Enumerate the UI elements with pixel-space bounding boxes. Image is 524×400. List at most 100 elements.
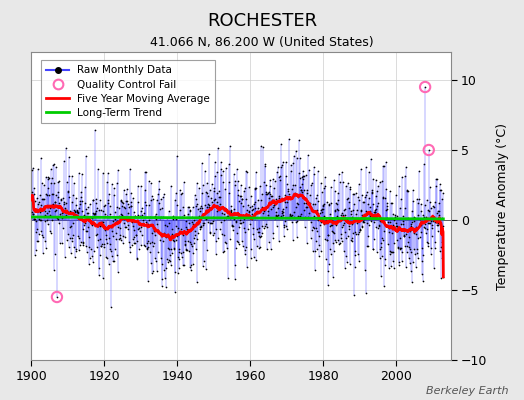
Point bbox=[66, 208, 74, 214]
Point bbox=[130, 233, 139, 240]
Point bbox=[278, 159, 287, 165]
Point bbox=[106, 203, 114, 209]
Point bbox=[139, 220, 147, 226]
Point bbox=[90, 248, 98, 254]
Point bbox=[72, 202, 81, 208]
Point bbox=[397, 245, 405, 251]
Point bbox=[397, 196, 405, 203]
Point bbox=[271, 215, 279, 221]
Point bbox=[239, 243, 247, 249]
Point bbox=[87, 246, 95, 252]
Point bbox=[223, 214, 232, 220]
Point bbox=[278, 210, 286, 216]
Point bbox=[270, 202, 278, 208]
Point bbox=[390, 265, 399, 272]
Point bbox=[335, 240, 344, 247]
Point bbox=[345, 205, 354, 211]
Point bbox=[157, 214, 166, 220]
Point bbox=[42, 192, 51, 198]
Point bbox=[206, 206, 215, 212]
Point bbox=[148, 270, 156, 276]
Point bbox=[307, 234, 315, 241]
Point bbox=[57, 210, 66, 216]
Point bbox=[425, 208, 433, 214]
Point bbox=[315, 216, 324, 223]
Point bbox=[181, 247, 190, 253]
Point bbox=[326, 222, 335, 228]
Point bbox=[194, 230, 202, 236]
Point bbox=[345, 226, 353, 232]
Point bbox=[406, 228, 414, 234]
Point bbox=[426, 184, 434, 190]
Point bbox=[298, 181, 306, 188]
Point bbox=[218, 205, 226, 211]
Point bbox=[78, 171, 86, 178]
Point bbox=[210, 197, 218, 204]
Point bbox=[418, 271, 427, 277]
Point bbox=[237, 182, 246, 188]
Point bbox=[59, 195, 68, 201]
Point bbox=[49, 162, 57, 168]
Point bbox=[202, 189, 210, 195]
Point bbox=[351, 248, 359, 254]
Point bbox=[398, 220, 407, 227]
Point bbox=[231, 276, 239, 282]
Point bbox=[57, 197, 65, 203]
Point bbox=[319, 202, 328, 208]
Point bbox=[159, 194, 168, 200]
Point bbox=[422, 214, 431, 220]
Point bbox=[43, 217, 51, 223]
Point bbox=[316, 207, 325, 214]
Legend: Raw Monthly Data, Quality Control Fail, Five Year Moving Average, Long-Term Tren: Raw Monthly Data, Quality Control Fail, … bbox=[41, 60, 215, 123]
Point bbox=[282, 199, 291, 206]
Point bbox=[388, 249, 396, 255]
Point bbox=[191, 196, 200, 202]
Point bbox=[399, 212, 407, 219]
Point bbox=[247, 207, 256, 214]
Point bbox=[34, 200, 42, 207]
Point bbox=[143, 244, 151, 251]
Point bbox=[168, 249, 176, 256]
Point bbox=[397, 221, 406, 227]
Point bbox=[304, 214, 312, 220]
Point bbox=[316, 222, 324, 228]
Point bbox=[71, 209, 79, 215]
Point bbox=[133, 256, 141, 263]
Point bbox=[123, 198, 131, 204]
Point bbox=[79, 238, 87, 245]
Point bbox=[375, 222, 383, 228]
Point bbox=[82, 206, 90, 212]
Point bbox=[48, 175, 56, 181]
Point bbox=[107, 228, 116, 235]
Point bbox=[232, 219, 240, 225]
Point bbox=[435, 181, 444, 187]
Point bbox=[402, 188, 411, 194]
Point bbox=[169, 212, 178, 219]
Point bbox=[377, 273, 386, 280]
Point bbox=[413, 200, 422, 206]
Point bbox=[356, 227, 364, 233]
Point bbox=[221, 239, 230, 246]
Point bbox=[387, 200, 395, 206]
Point bbox=[211, 172, 219, 179]
Point bbox=[53, 294, 61, 300]
Point bbox=[154, 248, 162, 255]
Point bbox=[227, 208, 235, 214]
Point bbox=[314, 242, 323, 248]
Point bbox=[270, 201, 279, 208]
Point bbox=[129, 240, 138, 246]
Point bbox=[244, 202, 253, 208]
Point bbox=[417, 201, 425, 207]
Point bbox=[114, 224, 123, 230]
Point bbox=[136, 242, 145, 248]
Point bbox=[142, 219, 150, 226]
Point bbox=[298, 174, 306, 180]
Point bbox=[36, 216, 45, 223]
Point bbox=[119, 219, 128, 226]
Point bbox=[202, 265, 211, 272]
Point bbox=[402, 231, 410, 238]
Point bbox=[40, 196, 48, 202]
Point bbox=[389, 222, 397, 228]
Point bbox=[170, 245, 178, 251]
Point bbox=[66, 154, 74, 160]
